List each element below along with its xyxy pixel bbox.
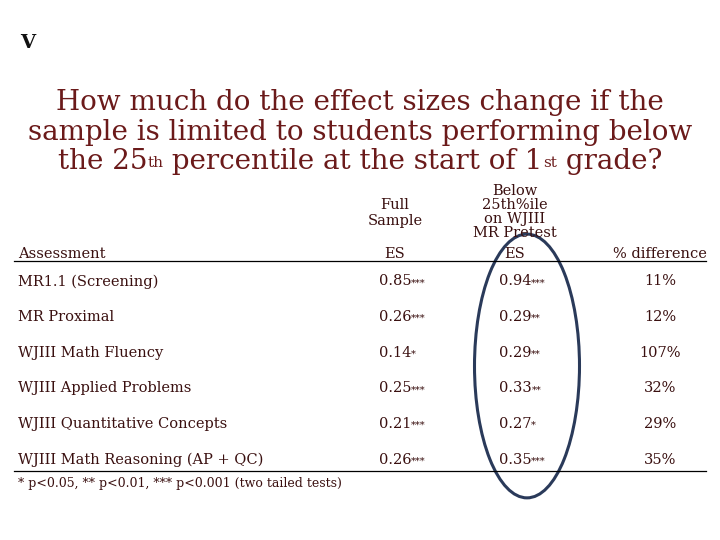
Text: ***: *** xyxy=(411,386,426,394)
Text: ***: *** xyxy=(411,314,426,323)
Text: ES: ES xyxy=(384,247,405,261)
Text: the 25: the 25 xyxy=(58,148,148,176)
Text: 0.33: 0.33 xyxy=(499,381,531,395)
Text: 35%: 35% xyxy=(644,453,676,467)
Text: Assessment: Assessment xyxy=(18,247,106,261)
Text: 11%: 11% xyxy=(644,274,676,288)
Text: WJIII Quantitative Concepts: WJIII Quantitative Concepts xyxy=(18,417,228,431)
Text: MR Proximal: MR Proximal xyxy=(18,310,114,324)
Text: ***: *** xyxy=(411,421,426,430)
Text: **: ** xyxy=(531,314,541,323)
Text: ***: *** xyxy=(411,278,426,287)
Text: ***: *** xyxy=(531,457,546,465)
Text: 0.26: 0.26 xyxy=(379,310,411,324)
Text: 29%: 29% xyxy=(644,417,676,431)
Text: 0.29: 0.29 xyxy=(499,346,531,360)
Text: 0.26: 0.26 xyxy=(379,453,411,467)
Text: ES: ES xyxy=(505,247,526,261)
Text: 107%: 107% xyxy=(639,346,680,360)
Text: **: ** xyxy=(531,386,541,394)
Text: **: ** xyxy=(531,349,541,359)
Text: ***: *** xyxy=(411,457,426,465)
Text: WJIII Math Reasoning (AP + QC): WJIII Math Reasoning (AP + QC) xyxy=(18,453,264,467)
Text: WJIII Math Fluency: WJIII Math Fluency xyxy=(18,346,163,360)
Text: V: V xyxy=(20,34,36,52)
Text: 0.29: 0.29 xyxy=(499,310,531,324)
Text: *: * xyxy=(411,349,416,359)
Text: Sample: Sample xyxy=(367,214,423,228)
Text: MR Pretest: MR Pretest xyxy=(473,226,557,240)
Text: st: st xyxy=(543,156,557,170)
Text: ***: *** xyxy=(531,278,546,287)
Text: on WJIII: on WJIII xyxy=(485,212,546,226)
Text: th: th xyxy=(148,156,163,170)
Text: * p<0.05, ** p<0.01, *** p<0.001 (two tailed tests): * p<0.05, ** p<0.01, *** p<0.001 (two ta… xyxy=(18,476,342,490)
Text: VANDERBILT: VANDERBILT xyxy=(59,27,135,37)
Text: percentile at the start of 1: percentile at the start of 1 xyxy=(163,148,543,176)
Text: % difference: % difference xyxy=(613,247,707,261)
Text: WJIII Applied Problems: WJIII Applied Problems xyxy=(18,381,192,395)
Text: 0.21: 0.21 xyxy=(379,417,411,431)
Text: *: * xyxy=(531,421,536,430)
Text: How much do the effect sizes change if the: How much do the effect sizes change if t… xyxy=(56,89,664,116)
Text: Human Development: Human Development xyxy=(607,52,711,62)
Text: College of Education &: College of Education & xyxy=(600,28,711,38)
Text: 0.94: 0.94 xyxy=(499,274,531,288)
Text: 0.27: 0.27 xyxy=(499,417,531,431)
Text: sample is limited to students performing below: sample is limited to students performing… xyxy=(28,119,692,146)
FancyBboxPatch shape xyxy=(9,17,48,69)
Text: PEABODY COLLEGE: PEABODY COLLEGE xyxy=(59,52,145,61)
Text: 0.25: 0.25 xyxy=(379,381,411,395)
Text: 25th%ile: 25th%ile xyxy=(482,198,548,212)
Text: Full: Full xyxy=(381,198,410,212)
Text: 0.85: 0.85 xyxy=(379,274,411,288)
Text: grade?: grade? xyxy=(557,148,662,176)
Text: 12%: 12% xyxy=(644,310,676,324)
Text: MR1.1 (Screening): MR1.1 (Screening) xyxy=(18,274,158,289)
Text: 0.14: 0.14 xyxy=(379,346,411,360)
Text: 0.35: 0.35 xyxy=(499,453,531,467)
Text: Below: Below xyxy=(492,184,538,198)
Text: 32%: 32% xyxy=(644,381,676,395)
